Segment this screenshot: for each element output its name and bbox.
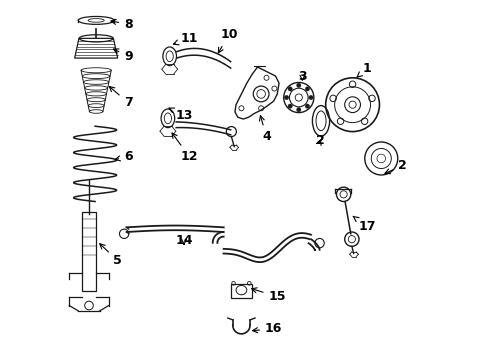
Text: 8: 8 [111, 18, 133, 31]
Text: 3: 3 [298, 69, 307, 82]
Text: 14: 14 [175, 234, 193, 247]
Text: 9: 9 [113, 49, 133, 63]
Text: 10: 10 [219, 28, 238, 53]
Text: 12: 12 [172, 133, 198, 163]
Text: 15: 15 [252, 288, 286, 303]
Text: 2: 2 [316, 134, 325, 147]
Circle shape [285, 95, 289, 100]
Circle shape [309, 95, 313, 100]
Text: 5: 5 [100, 244, 122, 267]
Text: 16: 16 [252, 322, 282, 335]
Text: 2: 2 [385, 159, 407, 174]
Circle shape [305, 104, 310, 108]
Text: 17: 17 [353, 216, 376, 233]
Circle shape [288, 87, 293, 91]
Text: 11: 11 [173, 32, 198, 45]
Text: 4: 4 [259, 116, 271, 144]
Circle shape [305, 87, 310, 91]
Text: 7: 7 [109, 86, 133, 109]
Text: 13: 13 [169, 108, 193, 122]
Circle shape [288, 104, 293, 108]
Text: 1: 1 [357, 62, 371, 77]
Circle shape [296, 83, 301, 87]
Text: 6: 6 [115, 150, 133, 163]
Circle shape [296, 108, 301, 112]
